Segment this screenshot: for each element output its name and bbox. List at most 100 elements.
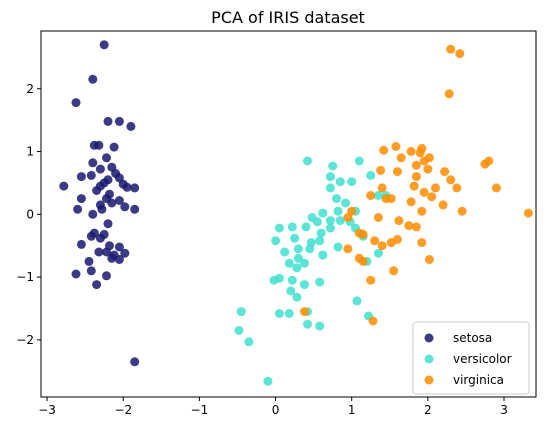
point-virginica-46 xyxy=(370,236,380,246)
point-versicolor-1 xyxy=(354,156,364,166)
point-setosa-55 xyxy=(130,357,140,367)
point-versicolor-5 xyxy=(335,177,345,187)
point-virginica-25 xyxy=(419,187,429,197)
point-versicolor-9 xyxy=(332,194,341,204)
point-virginica-20 xyxy=(409,181,419,191)
legend-box xyxy=(412,321,530,395)
point-setosa-9 xyxy=(102,153,111,163)
point-versicolor-55 xyxy=(303,319,312,329)
point-setosa-0 xyxy=(99,40,109,50)
x-tick-label: 1 xyxy=(348,403,356,417)
point-virginica-9 xyxy=(419,156,429,166)
point-setosa-41 xyxy=(76,239,86,249)
chart-title: PCA of IRIS dataset xyxy=(211,8,365,27)
point-virginica-1 xyxy=(455,49,465,59)
point-versicolor-16 xyxy=(325,216,335,226)
y-tick-label: −2 xyxy=(16,333,34,347)
point-setosa-12 xyxy=(95,164,105,174)
point-virginica-42 xyxy=(358,229,368,239)
point-versicolor-14 xyxy=(318,208,328,218)
point-versicolor-11 xyxy=(341,198,351,208)
legend: setosa versicolor virginica xyxy=(412,321,530,395)
x-tick-label: 2 xyxy=(424,403,432,417)
point-versicolor-57 xyxy=(234,326,244,335)
point-setosa-40 xyxy=(95,233,105,243)
legend-marker-setosa xyxy=(424,333,434,343)
point-virginica-14 xyxy=(376,165,386,175)
point-virginica-17 xyxy=(440,167,450,177)
legend-marker-versicolor xyxy=(424,354,434,364)
point-virginica-19 xyxy=(446,175,456,185)
point-versicolor-20 xyxy=(274,223,284,233)
point-versicolor-44 xyxy=(287,275,297,285)
point-virginica-3 xyxy=(391,142,401,151)
point-setosa-8 xyxy=(109,142,119,152)
point-virginica-26 xyxy=(366,191,376,200)
point-setosa-30 xyxy=(107,198,117,208)
point-virginica-36 xyxy=(417,206,427,216)
point-versicolor-45 xyxy=(300,280,309,290)
point-setosa-4 xyxy=(114,116,124,126)
x-tick-label: 0 xyxy=(272,403,280,417)
point-versicolor-33 xyxy=(333,242,343,252)
points-layer xyxy=(59,40,533,386)
point-versicolor-37 xyxy=(284,258,294,268)
point-setosa-23 xyxy=(92,186,102,195)
y-tick-label: 1 xyxy=(26,145,34,159)
point-virginica-2 xyxy=(444,89,454,99)
point-virginica-23 xyxy=(452,183,462,193)
point-versicolor-12 xyxy=(333,206,343,216)
point-versicolor-6 xyxy=(347,177,357,187)
point-virginica-21 xyxy=(377,183,387,193)
point-virginica-39 xyxy=(404,221,414,231)
point-versicolor-59 xyxy=(263,376,273,386)
point-versicolor-17 xyxy=(312,217,322,227)
point-versicolor-50 xyxy=(274,309,284,318)
point-versicolor-46 xyxy=(315,277,325,287)
point-versicolor-8 xyxy=(373,191,383,200)
point-versicolor-4 xyxy=(325,172,335,182)
point-setosa-34 xyxy=(88,209,98,219)
legend-marker-virginica xyxy=(424,375,434,385)
point-virginica-50 xyxy=(358,256,368,266)
point-versicolor-3 xyxy=(366,170,376,180)
point-virginica-48 xyxy=(343,244,353,254)
legend-label-versicolor: versicolor xyxy=(453,352,512,366)
point-virginica-55 xyxy=(368,316,378,326)
point-versicolor-28 xyxy=(290,233,300,243)
x-tick-label: 3 xyxy=(500,403,508,417)
point-virginica-18 xyxy=(411,172,421,182)
point-virginica-10 xyxy=(396,153,406,163)
point-setosa-26 xyxy=(76,194,86,204)
point-virginica-54 xyxy=(300,307,309,317)
point-virginica-11 xyxy=(411,160,421,170)
point-setosa-1 xyxy=(88,74,98,84)
point-setosa-51 xyxy=(71,269,81,279)
point-virginica-0 xyxy=(446,44,456,54)
point-virginica-34 xyxy=(343,213,353,222)
point-setosa-35 xyxy=(130,204,140,214)
point-setosa-45 xyxy=(102,247,111,257)
point-setosa-32 xyxy=(73,204,83,214)
point-virginica-40 xyxy=(411,222,421,232)
point-virginica-7 xyxy=(415,148,425,158)
point-versicolor-38 xyxy=(300,258,309,268)
point-setosa-7 xyxy=(94,140,104,150)
y-tick-label: 0 xyxy=(26,207,34,221)
point-setosa-46 xyxy=(120,248,130,258)
legend-label-setosa: setosa xyxy=(453,331,492,345)
point-setosa-39 xyxy=(86,231,96,241)
point-setosa-25 xyxy=(59,181,69,191)
point-virginica-29 xyxy=(427,192,437,202)
point-versicolor-36 xyxy=(373,248,383,258)
point-setosa-52 xyxy=(86,266,96,276)
point-versicolor-56 xyxy=(315,321,325,331)
point-setosa-10 xyxy=(88,158,98,168)
y-tick-label: 2 xyxy=(26,82,34,96)
point-setosa-14 xyxy=(86,170,96,180)
point-setosa-36 xyxy=(103,219,113,229)
point-setosa-15 xyxy=(76,172,86,182)
y-tick-label: −1 xyxy=(16,270,34,284)
point-versicolor-49 xyxy=(352,296,362,306)
point-setosa-3 xyxy=(103,116,113,126)
